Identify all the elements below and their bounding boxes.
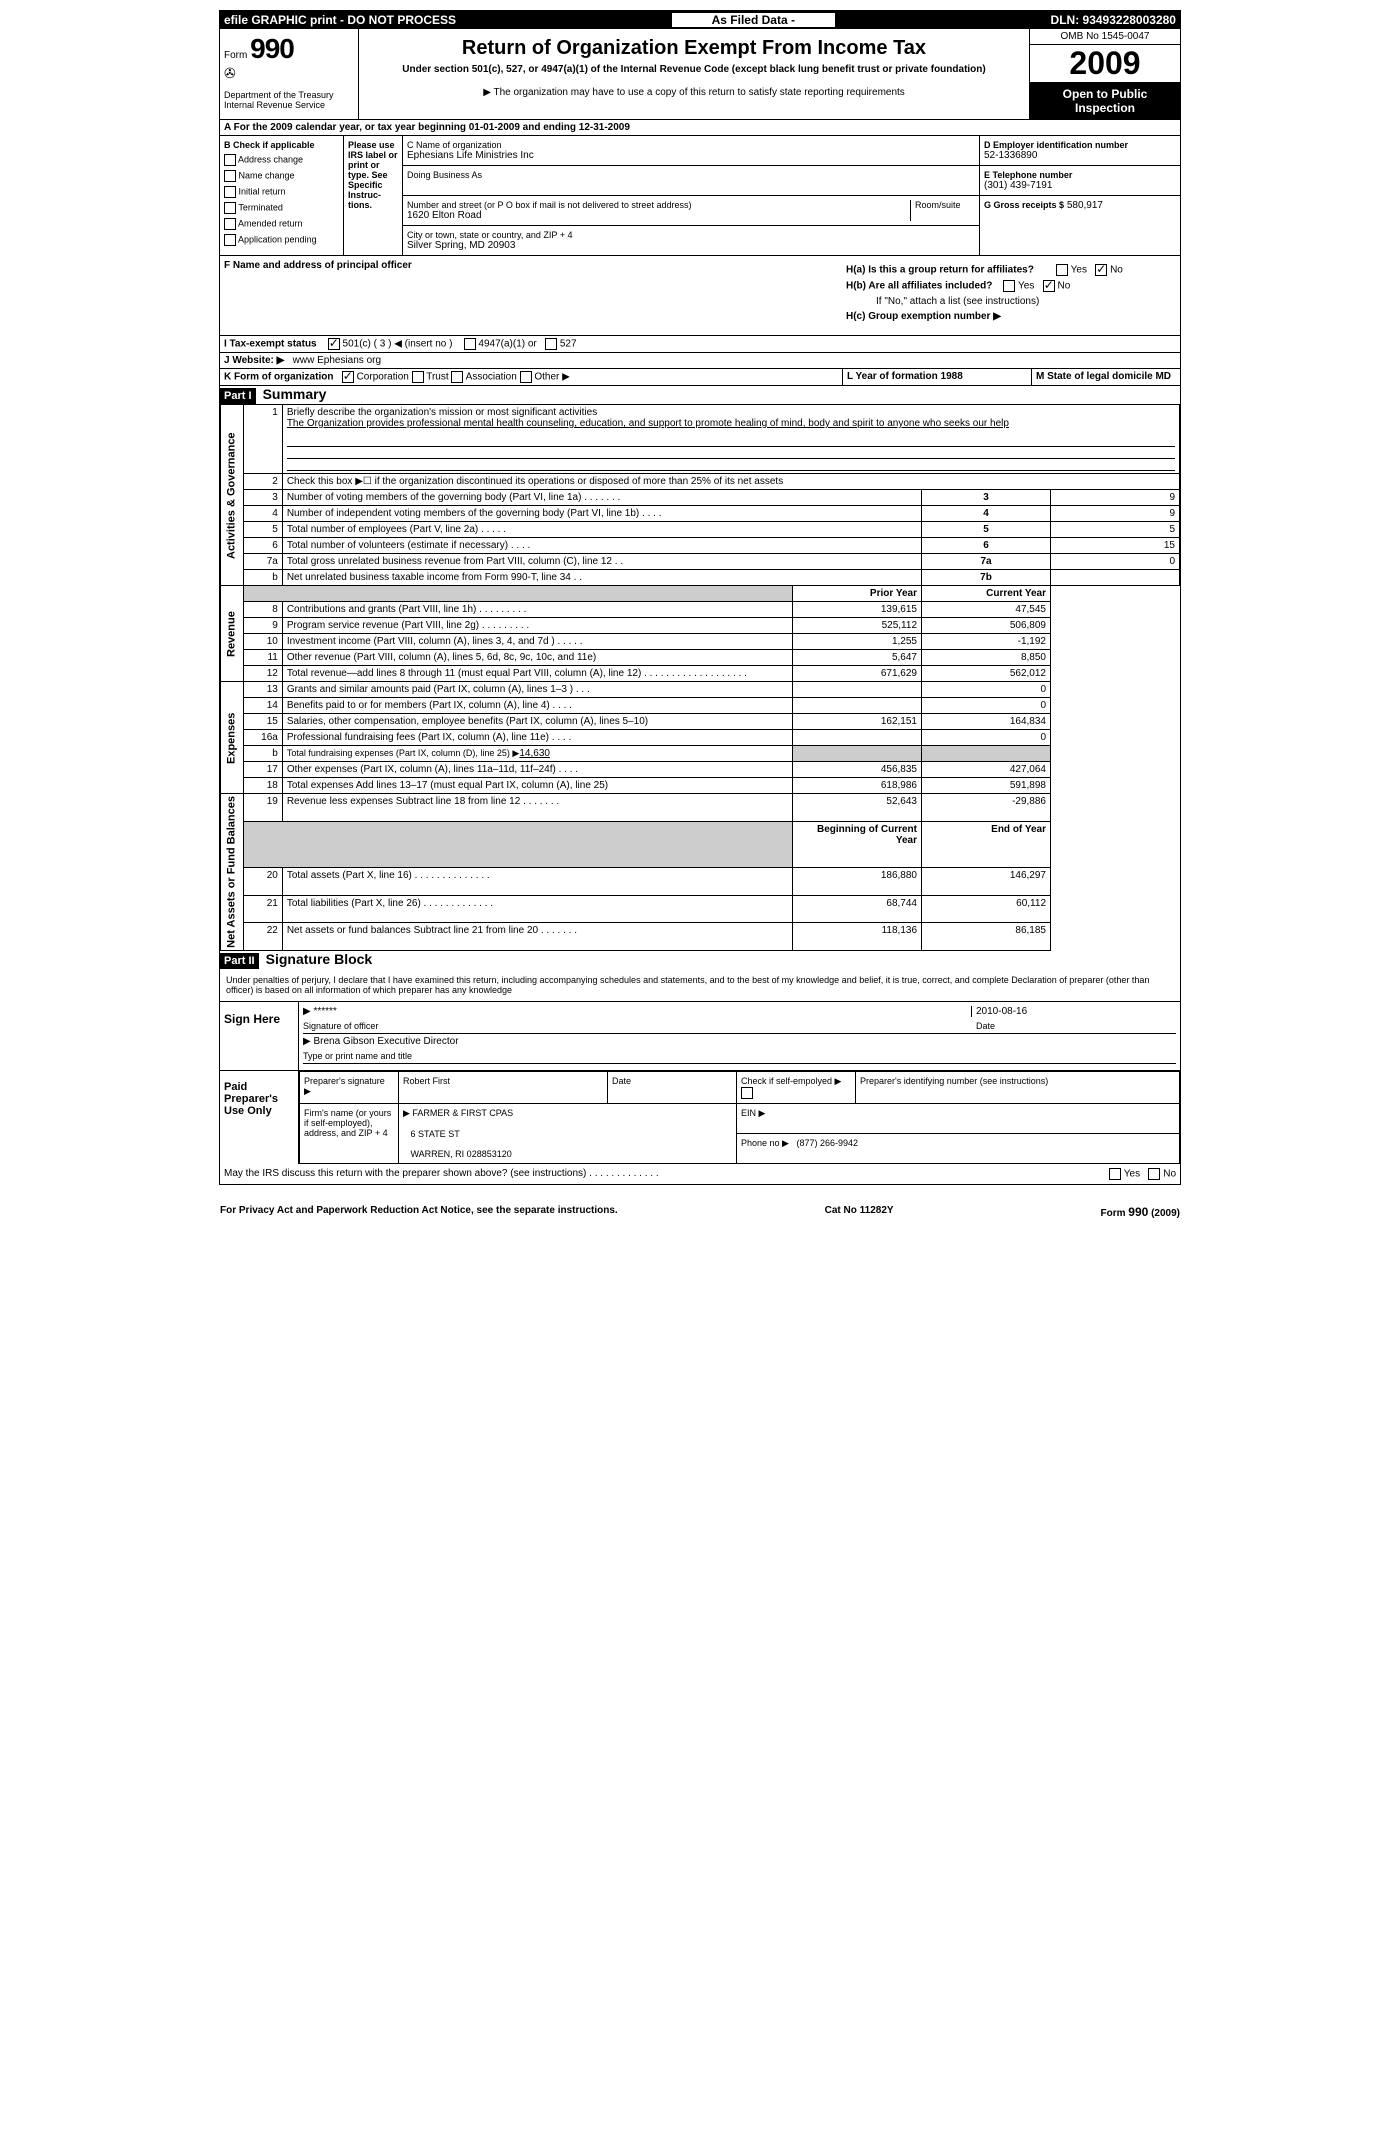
side-exp: Expenses — [221, 682, 244, 794]
top-right: DLN: 93493228003280 — [1051, 13, 1176, 27]
irs-label: Please use IRS label or print or type. S… — [344, 136, 403, 255]
irs: Internal Revenue Service — [224, 100, 354, 110]
col-d: D Employer identification number 52-1336… — [979, 136, 1180, 255]
chk-app: Application pending — [224, 234, 339, 246]
dept: Department of the Treasury — [224, 90, 354, 100]
section-h: H(a) Is this a group return for affiliat… — [842, 256, 1180, 335]
top-bar: efile GRAPHIC print - DO NOT PROCESS As … — [220, 11, 1180, 29]
chk-address: Address change — [224, 154, 339, 166]
side-net: Net Assets or Fund Balances — [221, 794, 244, 951]
line-klm: K Form of organization Corporation Trust… — [220, 369, 1180, 386]
form-note: ▶ The organization may have to use a cop… — [363, 87, 1025, 98]
part1-header: Part I Summary — [220, 386, 1180, 404]
privacy-footer: For Privacy Act and Paperwork Reduction … — [220, 1205, 1180, 1219]
form-label: Form — [224, 50, 247, 61]
section-a: A For the 2009 calendar year, or tax yea… — [220, 120, 1180, 136]
header-row: Form 990 ✇ Department of the Treasury In… — [220, 29, 1180, 120]
name-label: C Name of organization — [407, 140, 975, 150]
form-subtitle: Under section 501(c), 527, or 4947(a)(1)… — [363, 64, 1025, 75]
gross-label: G Gross receipts $ — [984, 200, 1064, 210]
city: Silver Spring, MD 20903 — [407, 240, 975, 251]
chk-term: Terminated — [224, 202, 339, 214]
city-label: City or town, state or country, and ZIP … — [407, 230, 975, 240]
chk-name: Name change — [224, 170, 339, 182]
year: 2009 — [1030, 45, 1180, 83]
info-grid: B Check if applicable Address change Nam… — [220, 136, 1180, 256]
form-col: Form 990 ✇ Department of the Treasury In… — [220, 29, 359, 119]
penalty-text: Under penalties of perjury, I declare th… — [220, 969, 1180, 1002]
section-f: F Name and address of principal officer — [220, 256, 842, 335]
side-gov: Activities & Governance — [221, 405, 244, 586]
title-col: Return of Organization Exempt From Incom… — [359, 29, 1029, 119]
chk-amend: Amended return — [224, 218, 339, 230]
summary-table: Activities & Governance 1 Briefly descri… — [220, 404, 1180, 951]
col-b-label: B Check if applicable — [224, 140, 315, 150]
paid-preparer-row: Paid Preparer's Use Only Preparer's sign… — [220, 1071, 1180, 1164]
gross: 580,917 — [1067, 200, 1103, 211]
col-b: B Check if applicable Address change Nam… — [220, 136, 344, 255]
omb: OMB No 1545-0047 — [1030, 29, 1180, 45]
discuss-row: May the IRS discuss this return with the… — [220, 1164, 1180, 1184]
side-rev: Revenue — [221, 586, 244, 682]
chk-initial: Initial return — [224, 186, 339, 198]
sign-here-row: Sign Here ▶ ****** 2010-08-16 Signature … — [220, 1002, 1180, 1071]
tel: (301) 439-7191 — [984, 180, 1176, 191]
org-name: Ephesians Life Ministries Inc — [407, 150, 975, 161]
form-990-container: efile GRAPHIC print - DO NOT PROCESS As … — [219, 10, 1181, 1185]
fh-row: F Name and address of principal officer … — [220, 256, 1180, 336]
line-i: I Tax-exempt status 501(c) ( 3 ) ◀ (inse… — [220, 336, 1180, 353]
col-c: C Name of organization Ephesians Life Mi… — [403, 136, 979, 255]
open-inspection: Open to Public Inspection — [1030, 83, 1180, 119]
dba-label: Doing Business As — [407, 170, 975, 180]
line-j: J Website: ▶ www Ephesians org — [220, 353, 1180, 369]
ein: 52-1336890 — [984, 150, 1176, 161]
addr: 1620 Elton Road — [407, 210, 910, 221]
top-left: efile GRAPHIC print - DO NOT PROCESS — [224, 13, 456, 27]
form-number: 990 — [250, 33, 294, 64]
room-label: Room/suite — [910, 200, 975, 221]
tel-label: E Telephone number — [984, 170, 1176, 180]
form-title: Return of Organization Exempt From Incom… — [363, 37, 1025, 60]
ein-label: D Employer identification number — [984, 140, 1176, 150]
addr-label: Number and street (or P O box if mail is… — [407, 200, 910, 210]
year-col: OMB No 1545-0047 2009 Open to Public Ins… — [1029, 29, 1180, 119]
part2-header: Part II Signature Block — [220, 951, 1180, 969]
top-mid: As Filed Data - — [672, 13, 835, 27]
